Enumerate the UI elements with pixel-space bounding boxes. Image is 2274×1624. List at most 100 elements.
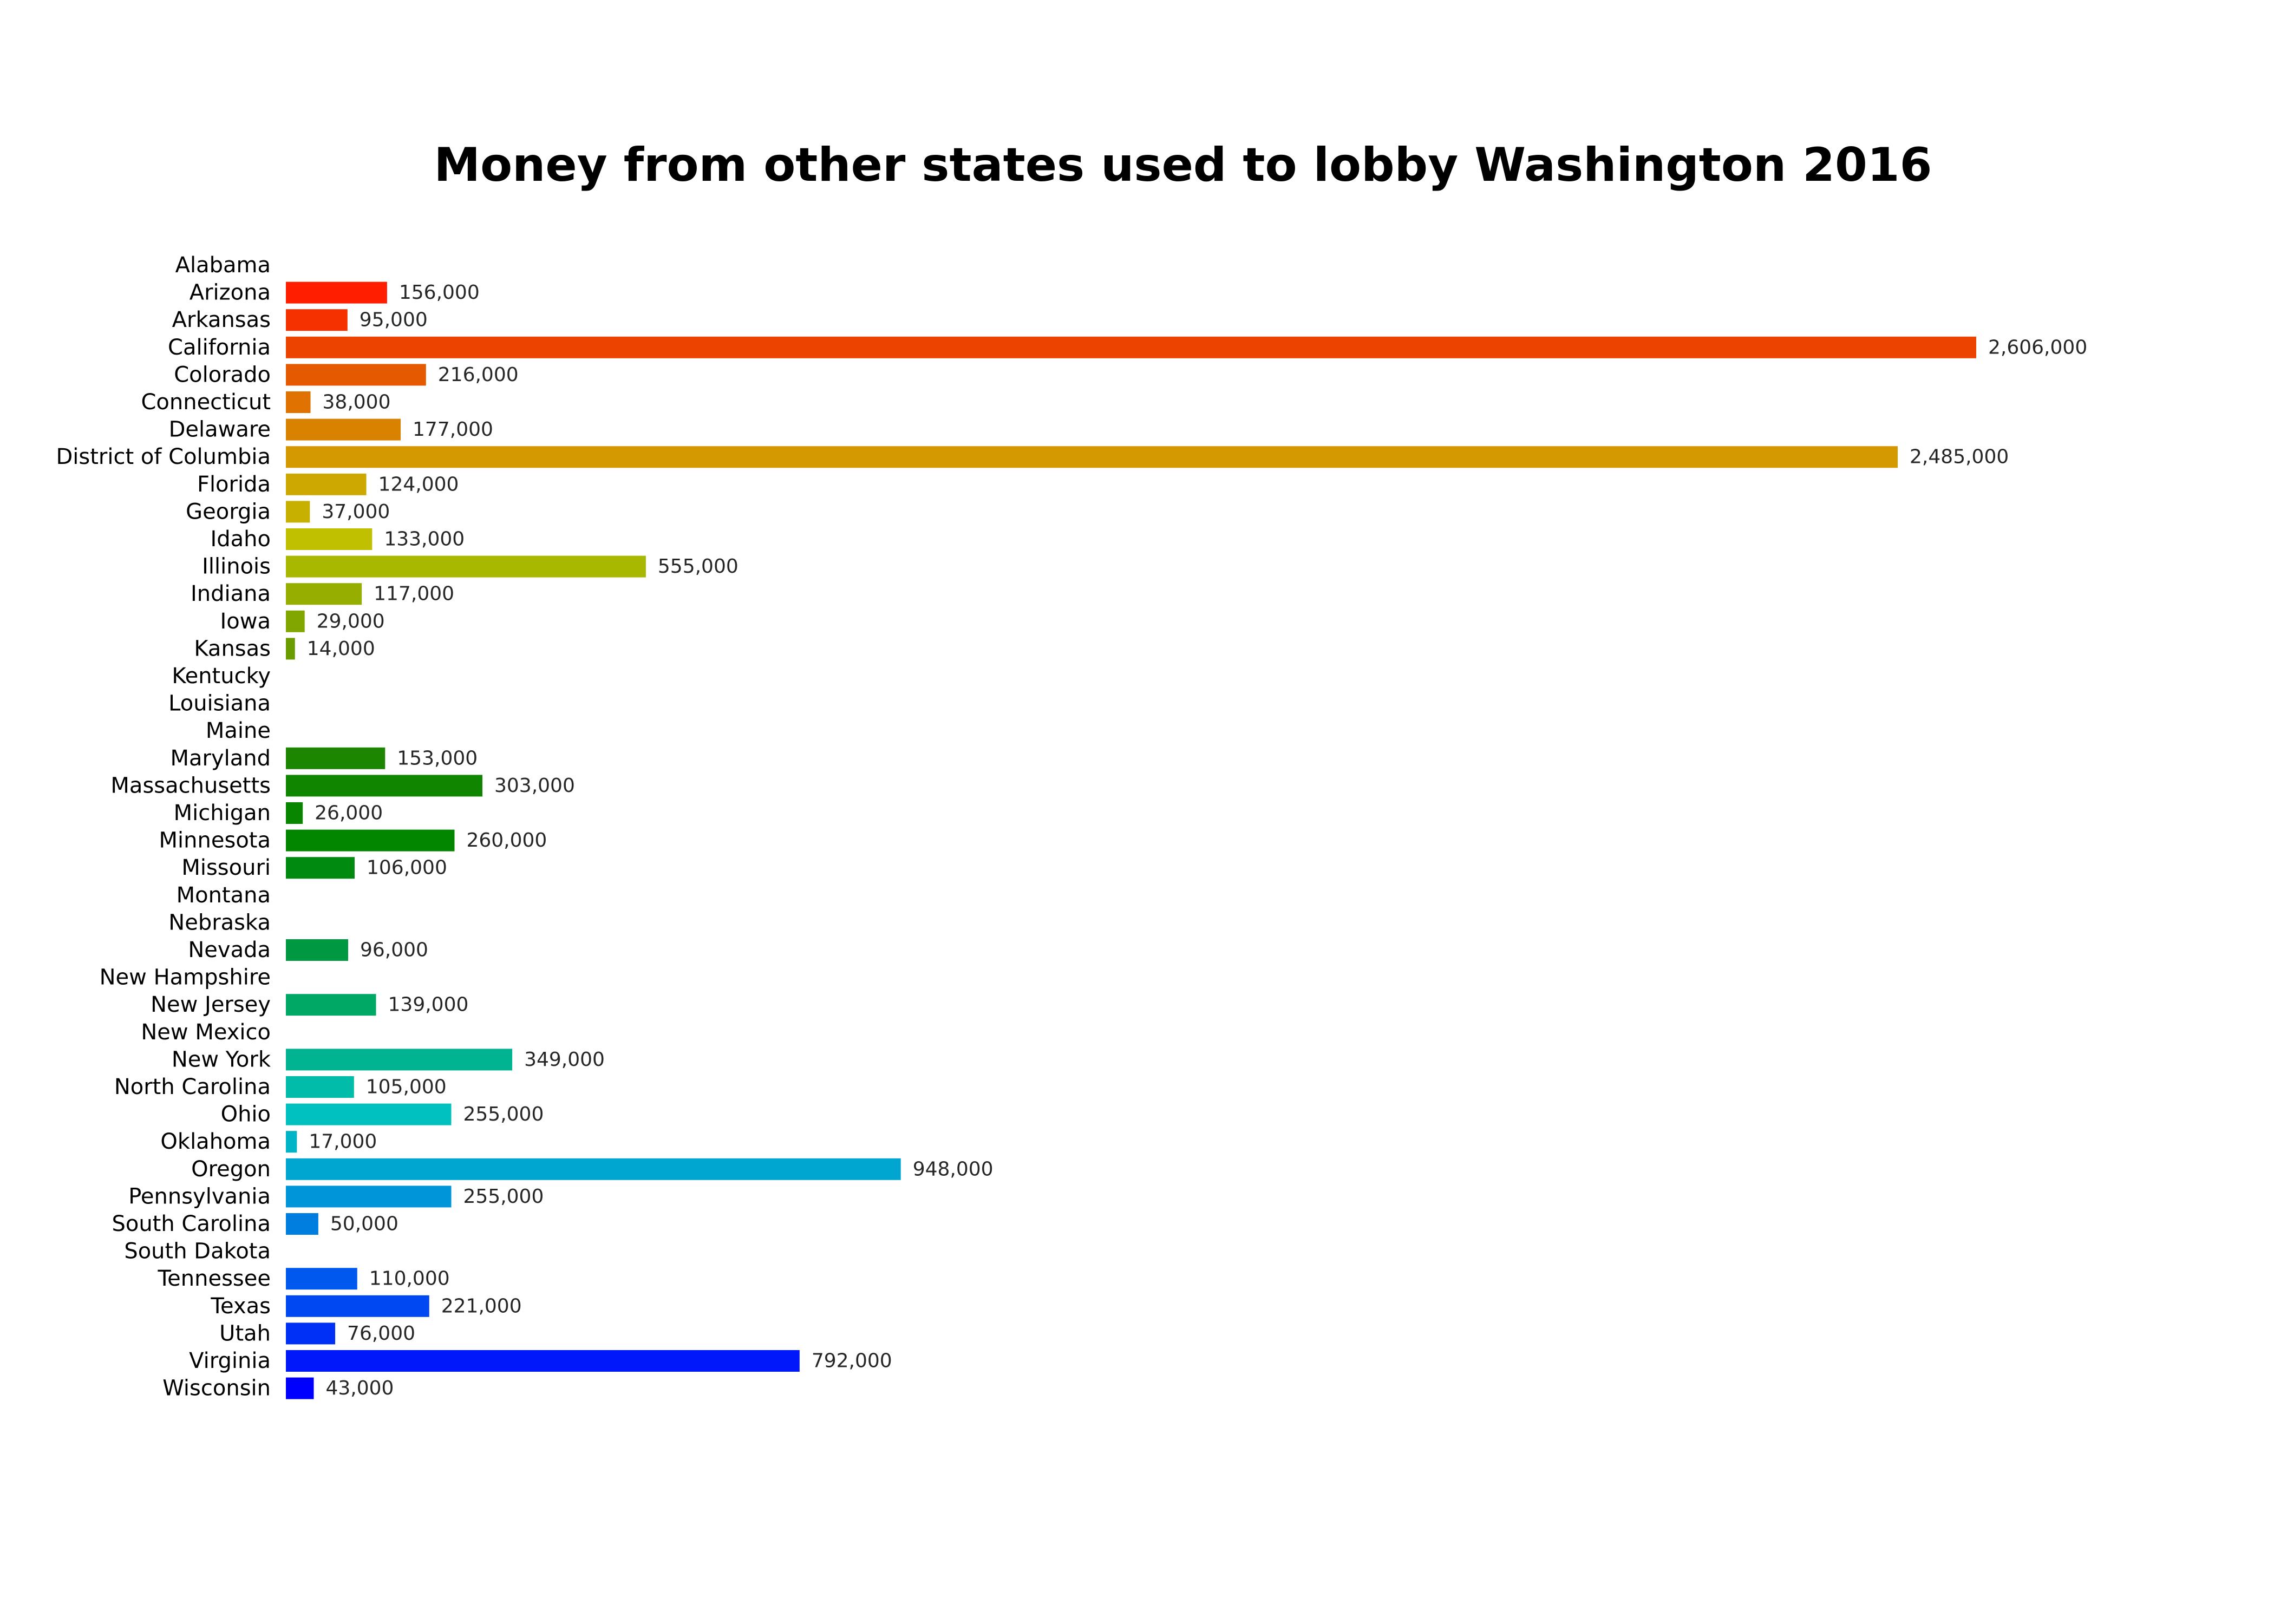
bar [286,1350,800,1372]
value-label: 221,000 [441,1295,522,1317]
value-label: 139,000 [388,994,469,1016]
value-label: 14,000 [307,638,375,660]
bar [286,775,482,797]
category-label: New Jersey [151,992,271,1017]
value-label: 106,000 [367,857,447,879]
category-label: Minnesota [159,828,271,853]
category-label: Nevada [188,938,271,962]
value-label: 948,000 [913,1158,994,1180]
value-label: 555,000 [658,555,739,578]
bar [286,583,362,605]
value-label: 50,000 [330,1213,398,1235]
value-label: 43,000 [326,1377,394,1399]
category-label: Illinois [202,554,271,579]
value-label: 792,000 [812,1350,892,1372]
category-label: New York [172,1047,271,1072]
category-label: Alabama [175,253,271,278]
category-label: Maryland [170,746,271,771]
category-label: Oregon [191,1157,271,1182]
category-label: New Hampshire [100,965,271,990]
value-label: 153,000 [397,747,478,769]
bar [286,994,376,1016]
value-label: 76,000 [347,1322,415,1345]
bar [286,638,295,660]
category-label: Tennessee [158,1266,271,1291]
value-label: 2,606,000 [1988,336,2087,358]
value-label: 349,000 [524,1049,605,1071]
category-label: New Mexico [141,1020,271,1045]
value-label: 110,000 [369,1268,450,1290]
chart-title: Money from other states used to lobby Wa… [434,138,1932,192]
bar [286,528,373,550]
value-label: 255,000 [463,1103,544,1125]
bar [286,1131,297,1153]
bar [286,391,311,413]
bar [286,857,355,879]
value-label: 105,000 [366,1076,447,1098]
bar [286,1295,429,1317]
value-label: 117,000 [374,583,454,605]
value-label: 303,000 [494,775,575,797]
category-label: Massachusetts [110,773,271,798]
category-label: North Carolina [114,1075,271,1099]
bar [286,1076,354,1098]
value-label: 124,000 [378,473,459,495]
bar [286,1213,318,1235]
category-label: Missouri [181,855,271,880]
category-label: Florida [197,472,271,497]
category-label: Idaho [210,527,271,552]
value-label: 216,000 [438,364,519,386]
value-label: 96,000 [360,939,428,961]
bar [286,747,385,769]
bar [286,1322,336,1345]
category-label: Kentucky [172,664,271,689]
bar [286,1268,357,1290]
category-label: Oklahoma [160,1129,271,1154]
category-label: Louisiana [168,691,271,716]
category-label: Arizona [190,280,271,305]
category-label: Nebraska [168,910,271,935]
value-label: 2,485,000 [1910,446,2009,468]
bar [286,1103,452,1125]
category-label: Colorado [174,362,271,387]
category-label: South Dakota [124,1239,271,1264]
category-label: Montana [177,883,271,908]
category-label: Georgia [186,499,271,524]
value-label: 37,000 [322,501,390,523]
bar [286,939,349,961]
category-label: Delaware [169,417,271,442]
category-label: Arkansas [172,307,271,332]
bar [286,501,310,523]
bar [286,1049,513,1071]
bar [286,446,1898,468]
bar [286,1377,314,1399]
category-label: Virginia [189,1348,271,1373]
value-label: 133,000 [384,528,465,551]
bar [286,1186,452,1208]
category-label: South Carolina [112,1212,271,1236]
bar [286,336,1976,358]
bar [286,802,303,824]
bar [286,829,455,852]
value-label: 17,000 [309,1131,377,1153]
value-label: 38,000 [323,391,391,414]
category-label: Michigan [174,801,271,826]
value-label: 260,000 [466,829,547,852]
category-label: Wisconsin [162,1376,271,1401]
value-label: 95,000 [360,309,428,331]
category-label: Kansas [194,636,271,661]
value-label: 26,000 [315,802,383,824]
category-label: District of Columbia [56,444,271,469]
value-label: 29,000 [317,610,385,632]
category-label: Texas [210,1294,271,1319]
bar [286,364,426,386]
bar [286,555,646,578]
bar [286,473,367,495]
category-label: Ohio [221,1102,271,1127]
bar [286,418,401,441]
bar [286,1158,901,1180]
category-label: Iowa [220,609,271,634]
value-label: 255,000 [463,1186,544,1208]
category-label: California [168,335,271,360]
